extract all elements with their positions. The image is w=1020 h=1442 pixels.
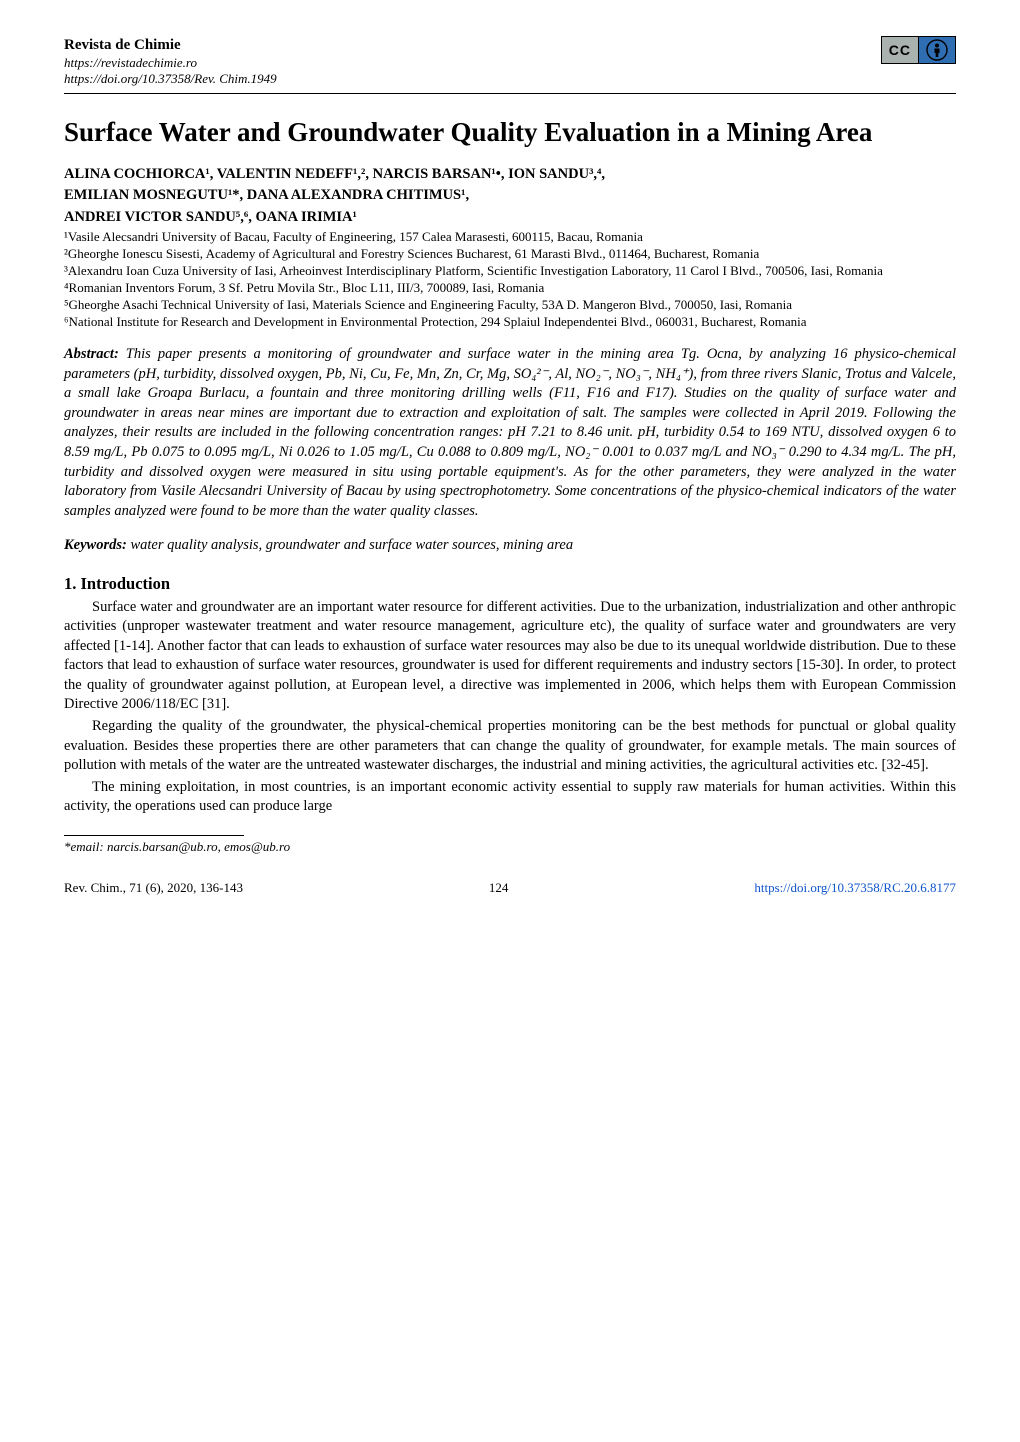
abstract-label: Abstract: bbox=[64, 346, 119, 362]
affiliations: ¹Vasile Alecsandri University of Bacau, … bbox=[64, 229, 956, 330]
journal-name: Revista de Chimie bbox=[64, 36, 277, 55]
affiliation-2: ²Gheorghe Ionescu Sisesti, Academy of Ag… bbox=[64, 246, 956, 263]
keywords-text: water quality analysis, groundwater and … bbox=[127, 537, 573, 553]
corresponding-author-footnote: *email: narcis.barsan@ub.ro, emos@ub.ro bbox=[64, 838, 956, 856]
authors-line-2: EMILIAN MOSNEGUTU¹*, DANA ALEXANDRA CHIT… bbox=[64, 186, 956, 206]
affiliation-4: ⁴Romanian Inventors Forum, 3 Sf. Petru M… bbox=[64, 280, 956, 297]
cc-icon: CC bbox=[882, 37, 919, 63]
page-footer: Rev. Chim., 71 (6), 2020, 136-143 124 ht… bbox=[64, 879, 956, 897]
section-heading-introduction: 1. Introduction bbox=[64, 573, 956, 595]
keywords-label: Keywords: bbox=[64, 537, 127, 553]
abstract: Abstract: This paper presents a monitori… bbox=[64, 345, 956, 521]
authors-line-3: ANDREI VICTOR SANDU⁵,⁶, OANA IRIMIA¹ bbox=[64, 208, 956, 228]
body-paragraph-2: Regarding the quality of the groundwater… bbox=[64, 717, 956, 776]
footer-citation: Rev. Chim., 71 (6), 2020, 136-143 bbox=[64, 879, 243, 897]
keywords: Keywords: water quality analysis, ground… bbox=[64, 536, 956, 556]
page-number: 124 bbox=[489, 879, 509, 897]
article-title: Surface Water and Groundwater Quality Ev… bbox=[64, 116, 956, 148]
journal-doi: https://doi.org/10.37358/Rev. Chim.1949 bbox=[64, 71, 277, 87]
page-header: Revista de Chimie https://revistadechimi… bbox=[64, 36, 956, 94]
abstract-text: This paper presents a monitoring of grou… bbox=[64, 346, 956, 519]
footnote-rule bbox=[64, 835, 244, 836]
authors-line-1: ALINA COCHIORCA¹, VALENTIN NEDEFF¹,², NA… bbox=[64, 165, 956, 185]
body-paragraph-1: Surface water and groundwater are an imp… bbox=[64, 598, 956, 715]
affiliation-3: ³Alexandru Ioan Cuza University of Iasi,… bbox=[64, 263, 956, 280]
affiliation-6: ⁶National Institute for Research and Dev… bbox=[64, 314, 956, 331]
body-paragraph-3: The mining exploitation, in most countri… bbox=[64, 778, 956, 817]
journal-meta: Revista de Chimie https://revistadechimi… bbox=[64, 36, 277, 87]
page-container: Revista de Chimie https://revistadechimi… bbox=[0, 0, 1020, 1442]
footer-doi-link[interactable]: https://doi.org/10.37358/RC.20.6.8177 bbox=[754, 879, 956, 897]
affiliation-5: ⁵Gheorghe Asachi Technical University of… bbox=[64, 297, 956, 314]
affiliation-1: ¹Vasile Alecsandri University of Bacau, … bbox=[64, 229, 956, 246]
journal-url: https://revistadechimie.ro bbox=[64, 55, 277, 71]
cc-license-badge: CC bbox=[881, 36, 956, 64]
cc-by-icon bbox=[919, 37, 955, 63]
